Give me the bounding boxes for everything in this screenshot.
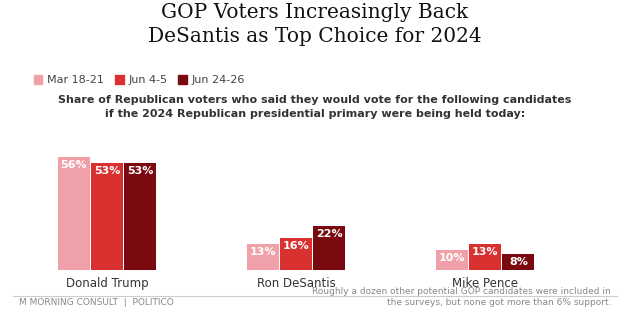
Text: 10%: 10% (438, 253, 465, 263)
Text: Roughly a dozen other potential GOP candidates were included in
the surveys, but: Roughly a dozen other potential GOP cand… (312, 287, 611, 307)
Bar (247, 244, 278, 270)
Bar (58, 157, 89, 270)
Text: GOP Voters Increasingly Back
DeSantis as Top Choice for 2024: GOP Voters Increasingly Back DeSantis as… (148, 3, 482, 46)
Bar (503, 254, 534, 270)
Bar (125, 163, 156, 270)
Text: 16%: 16% (283, 241, 309, 251)
Bar (91, 163, 123, 270)
Text: 56%: 56% (60, 160, 87, 170)
Text: 13%: 13% (249, 247, 276, 257)
Text: 53%: 53% (94, 166, 120, 176)
Text: Share of Republican voters who said they would vote for the following candidates: Share of Republican voters who said they… (59, 95, 571, 119)
Bar (314, 226, 345, 270)
Text: 13%: 13% (472, 247, 498, 257)
Text: 53%: 53% (127, 166, 154, 176)
Bar (469, 244, 501, 270)
Bar (280, 238, 312, 270)
Text: 22%: 22% (316, 229, 343, 239)
Text: M MORNING CONSULT  |  POLITICO: M MORNING CONSULT | POLITICO (19, 298, 174, 307)
Text: 8%: 8% (509, 257, 528, 267)
Bar (436, 250, 467, 270)
Legend: Mar 18-21, Jun 4-5, Jun 24-26: Mar 18-21, Jun 4-5, Jun 24-26 (32, 73, 248, 87)
